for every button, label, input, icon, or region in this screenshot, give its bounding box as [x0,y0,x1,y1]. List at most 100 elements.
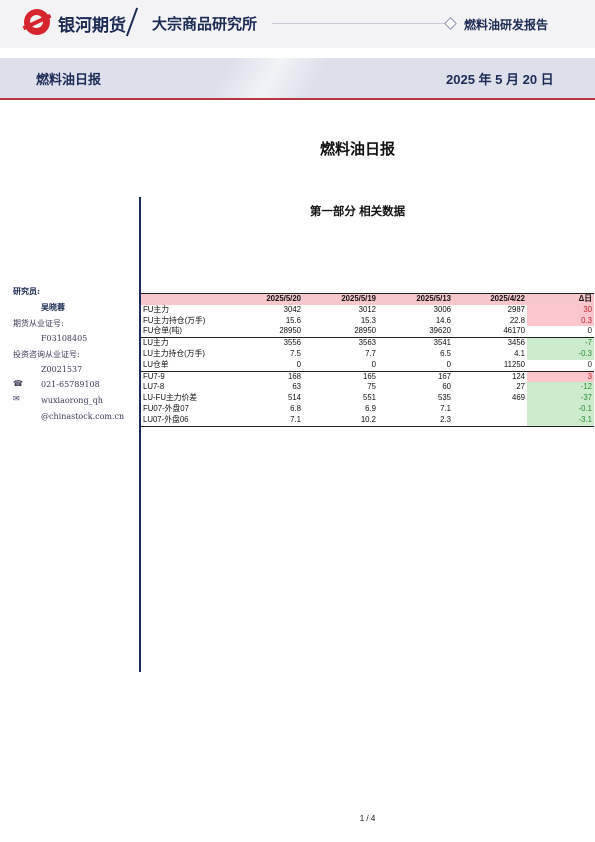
value-cell: 168 [227,370,303,383]
delta-cell: -3.1 [527,414,594,427]
table-header-row: 2025/5/20 2025/5/19 2025/5/13 2025/4/22 … [141,292,594,305]
row-label: LU主力持仓(万手) [143,348,205,358]
value-cell: 22.8 [509,315,525,325]
advisory-label: 投资咨询从业证号: [13,350,80,359]
value-cell: 0 [296,359,301,369]
value-cell: 535 [437,393,451,403]
value-cell: 4.1 [514,348,525,358]
report-type: 燃料油研发报告 [464,18,549,32]
value-cell: 6.9 [365,403,376,413]
column-header: 2025/5/20 [227,292,303,305]
column-header: 2025/5/19 [303,292,378,305]
phone-icon: ☎ [13,379,23,388]
row-label: LU仓单 [143,359,169,369]
row-label: LU7-8 [143,382,165,392]
value-cell: 124 [453,370,527,383]
value-cell: 551 [362,393,376,403]
value-cell [453,404,527,415]
table-row: LU-FU主力价差 514 551 535 469 -37 [141,393,594,404]
delta-cell: 0.3 [527,315,594,327]
value-cell: 6.5 [440,348,451,358]
delta-cell: -7 [527,337,594,349]
value-cell: 7.5 [290,348,301,358]
delta-cell: 0 [527,326,594,338]
value-cell: 63 [292,382,301,392]
value-cell: 3042 [283,304,301,314]
delta-cell: 0 [527,359,594,372]
advisory-number: Z0021537 [41,365,83,374]
table-row: FU07-外盘07 6.8 6.9 7.1 -0.1 [141,403,594,415]
table-row: LU07-外盘06 7.1 10.2 2.3 -3.1 [141,414,594,427]
value-cell: 3456 [453,337,527,349]
table-row: LU主力 3556 3563 3541 3456 -7 [141,337,594,349]
value-cell: 28950 [279,326,301,336]
galaxy-logo-icon [24,9,50,35]
value-cell: 10.2 [303,414,378,427]
table-row: FU主力 3042 3012 3006 2987 30 [141,304,594,316]
row-label: LU主力 [141,337,227,349]
value-cell: 7.1 [440,403,451,413]
value-cell: 469 [511,393,525,403]
value-cell: 3012 [358,304,376,314]
value-cell [453,414,527,427]
row-label: FU仓单(吨) [143,326,182,336]
email-user[interactable]: wuxiaorong_qh [41,396,103,405]
data-table: 2025/5/20 2025/5/19 2025/5/13 2025/4/22 … [141,292,594,427]
value-cell: 2.3 [378,414,453,427]
row-label: LU-FU主力价差 [143,393,198,403]
table-row: FU7-9 168 165 167 124 3 [141,370,594,383]
delta-cell: -37 [527,393,594,404]
row-label: FU7-9 [141,370,227,383]
value-cell: 514 [287,393,301,403]
value-cell: 3006 [433,304,451,314]
value-cell: 2987 [507,304,525,314]
column-divider [139,197,141,672]
delta-cell: -12 [527,382,594,394]
page-number: 1 / 4 [359,814,376,823]
value-cell: 6.8 [290,403,301,413]
report-date: 2025 年 5 月 20 日 [446,72,554,87]
table-row: FU主力持仓(万手) 15.6 15.3 14.6 22.8 0.3 [141,315,594,327]
value-cell: 167 [378,370,453,383]
table-row: LU仓单 0 0 0 11250 0 [141,359,594,372]
page-title: 燃料油日报 [319,141,395,158]
section-title: 第一部分 相关数据 [309,206,406,218]
value-cell: 165 [303,370,378,383]
researcher-label: 研究员: [13,286,40,296]
row-label: FU主力持仓(万手) [143,315,206,325]
row-label: FU07-外盘07 [143,403,189,413]
value-cell: 0 [446,359,451,369]
delta-cell: -0.3 [527,348,594,360]
table-row: FU仓单(吨) 28950 28950 39620 46170 0 [141,326,594,338]
column-header: Δ日 [527,292,594,305]
email-domain[interactable]: @chinastock.com.cn [41,412,125,421]
value-cell: 7.1 [227,414,303,427]
value-cell: 3563 [303,337,378,349]
value-cell: 7.7 [365,348,376,358]
value-cell: 15.3 [360,315,376,325]
phone-number: 021-65789108 [41,380,100,389]
value-cell: 11250 [503,359,525,369]
value-cell: 75 [367,382,376,392]
column-header: 2025/5/13 [378,292,453,305]
value-cell: 39620 [429,326,451,336]
value-cell: 0 [371,359,376,369]
column-header [141,292,227,305]
value-cell: 28950 [354,326,376,336]
delta-cell: 3 [527,370,594,383]
value-cell: 3556 [227,337,303,349]
row-label: FU主力 [143,304,169,314]
value-cell: 46170 [503,326,525,336]
institute-name: 大宗商品研究所 [152,16,258,33]
banner-decoration [200,58,340,98]
header-divider [125,7,139,37]
table-row: LU7-8 63 75 60 27 -12 [141,382,594,394]
table-row: LU主力持仓(万手) 7.5 7.7 6.5 4.1 -0.3 [141,348,594,360]
header-decor-line [272,23,448,24]
researcher-name: 吴晓蓉 [41,302,65,312]
banner-title: 燃料油日报 [36,72,102,87]
license-label: 期货从业证号: [13,319,64,328]
value-cell: 14.6 [435,315,451,325]
brand-name: 银河期货 [58,16,126,35]
license-number: F03108405 [41,334,88,343]
